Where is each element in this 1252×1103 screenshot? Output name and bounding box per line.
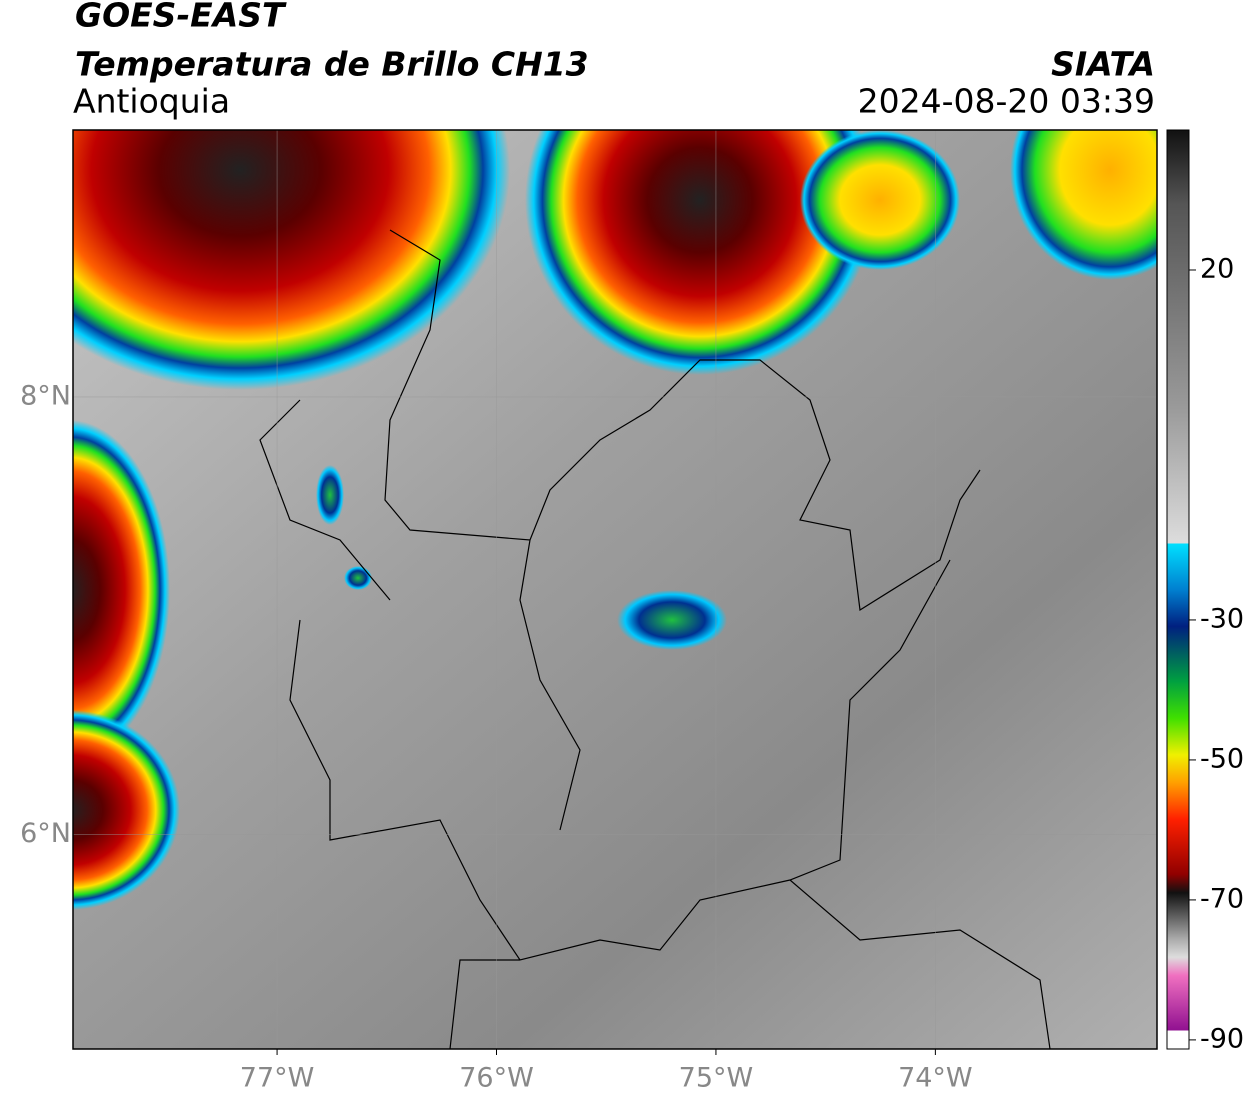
product: Temperatura de Brillo CH13 <box>75 45 589 84</box>
colorbar-label: -50 <box>1200 743 1244 774</box>
x-tick-label: 77°W <box>240 1063 315 1094</box>
x-tick-label: 76°W <box>459 1063 534 1094</box>
satellite: GOES-EAST <box>75 0 287 35</box>
x-tick-label: 74°W <box>898 1063 973 1094</box>
region: Antioquia <box>73 82 230 121</box>
y-tick-label: 6°N <box>20 818 71 849</box>
map-image <box>73 130 1157 1049</box>
colorbar-label: -30 <box>1200 603 1244 634</box>
colorbar-label: 20 <box>1200 253 1234 284</box>
y-tick-label: 8°N <box>20 380 71 411</box>
datetime: 2024-08-20 03:39 <box>858 82 1155 121</box>
colorbar-label: -90 <box>1200 1023 1244 1054</box>
x-tick-label: 75°W <box>679 1063 754 1094</box>
colorbar <box>1166 129 1190 1050</box>
map-frame <box>72 129 1158 1050</box>
agency: SIATA <box>1051 45 1155 84</box>
colorbar-label: -70 <box>1200 883 1244 914</box>
